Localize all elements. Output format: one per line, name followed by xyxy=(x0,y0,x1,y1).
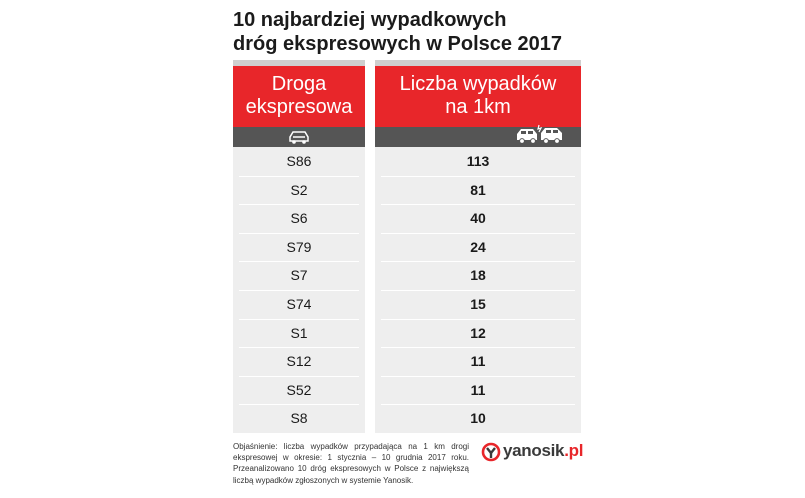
row-divider xyxy=(381,204,575,206)
table-row: S79 xyxy=(233,233,365,262)
table-row: S7 xyxy=(233,261,365,290)
car-icon xyxy=(289,131,309,144)
yanosik-logo: yanosik.pl xyxy=(481,441,585,463)
road-column-header: Droga ekspresowa xyxy=(233,60,365,127)
road-icon-bar xyxy=(233,127,365,147)
table-row: 81 xyxy=(375,176,581,205)
accident-count: 81 xyxy=(470,181,486,198)
table-row: 113 xyxy=(375,147,581,176)
accidents-list: 113 81 40 24 18 15 12 11 11 10 xyxy=(375,147,581,433)
road-name: S1 xyxy=(290,324,308,341)
accident-count: 12 xyxy=(470,324,486,341)
row-divider xyxy=(239,347,359,349)
accident-count: 11 xyxy=(470,381,486,398)
table-row: 10 xyxy=(375,404,581,433)
page-title: 10 najbardziej wypadkowych dróg ekspreso… xyxy=(233,8,593,56)
table-row: S52 xyxy=(233,376,365,405)
table-row: 11 xyxy=(375,347,581,376)
row-divider xyxy=(381,290,575,291)
accidents-column-header: Liczba wypadków na 1km xyxy=(375,60,581,127)
table-row: 18 xyxy=(375,261,581,290)
logo-tld: pl xyxy=(568,441,584,460)
row-divider xyxy=(381,261,575,263)
row-divider xyxy=(239,175,359,177)
road-name: S2 xyxy=(290,181,308,198)
footnote: Objaśnienie: liczba wypadków przypadając… xyxy=(233,442,469,485)
table-row: S12 xyxy=(233,347,365,376)
car-crash-icon xyxy=(517,124,562,144)
row-divider xyxy=(239,204,359,206)
row-divider xyxy=(239,404,359,406)
accident-count: 11 xyxy=(470,353,486,370)
table-row: S86 xyxy=(233,147,365,176)
road-header-line-2: ekspresowa xyxy=(245,96,353,118)
accidents-header-line-2: na 1km xyxy=(445,96,511,118)
road-column: Droga ekspresowa S86 S2 S6 S79 S7 S74 S1 S12 S52… xyxy=(233,60,365,433)
table-row: S74 xyxy=(233,290,365,319)
road-header-line-1: Droga xyxy=(271,73,327,95)
accident-count: 15 xyxy=(470,296,486,312)
road-name: S6 xyxy=(290,210,308,227)
row-divider xyxy=(381,175,575,177)
accidents-header-line-1: Liczba wypadków xyxy=(399,73,557,95)
road-name: S7 xyxy=(290,267,308,284)
yanosik-logo-icon xyxy=(481,442,501,462)
row-divider xyxy=(381,232,575,234)
road-name: S52 xyxy=(286,381,312,398)
logo-dot: . xyxy=(564,441,569,460)
row-divider xyxy=(381,318,575,320)
row-divider xyxy=(239,375,359,377)
road-list: S86 S2 S6 S79 S7 S74 S1 S12 S52 S8 xyxy=(233,147,365,433)
row-divider xyxy=(239,290,359,291)
row-divider xyxy=(381,347,575,349)
road-name: S12 xyxy=(286,353,312,370)
table-row: S2 xyxy=(233,176,365,205)
table-row: S6 xyxy=(233,204,365,233)
row-divider xyxy=(239,261,359,263)
row-divider xyxy=(239,318,359,320)
accident-count: 113 xyxy=(466,153,490,169)
road-name: S86 xyxy=(286,153,312,169)
road-name: S74 xyxy=(286,296,312,312)
road-name: S79 xyxy=(286,238,312,255)
row-divider xyxy=(381,375,575,377)
title-line-2: dróg ekspresowych w Polsce 2017 xyxy=(233,33,563,55)
table-row: 11 xyxy=(375,376,581,405)
table-row: S8 xyxy=(233,404,365,433)
row-divider xyxy=(381,404,575,406)
accidents-column: Liczba wypadków na 1km 113 81 40 24 18 15 12 11… xyxy=(375,60,581,433)
accident-count: 40 xyxy=(470,210,486,227)
row-divider xyxy=(239,232,359,234)
logo-text: yanosik.pl xyxy=(503,441,583,461)
table-row: 24 xyxy=(375,233,581,262)
accident-count: 24 xyxy=(470,238,486,255)
accident-count: 18 xyxy=(470,267,486,284)
accident-count: 10 xyxy=(470,410,486,427)
title-line-1: 10 najbardziej wypadkowych xyxy=(233,9,507,31)
logo-name: yanosik xyxy=(503,441,565,460)
table-row: 12 xyxy=(375,319,581,348)
table-row: 15 xyxy=(375,290,581,319)
table-row: S1 xyxy=(233,319,365,348)
table-row: 40 xyxy=(375,204,581,233)
road-name: S8 xyxy=(290,410,308,427)
